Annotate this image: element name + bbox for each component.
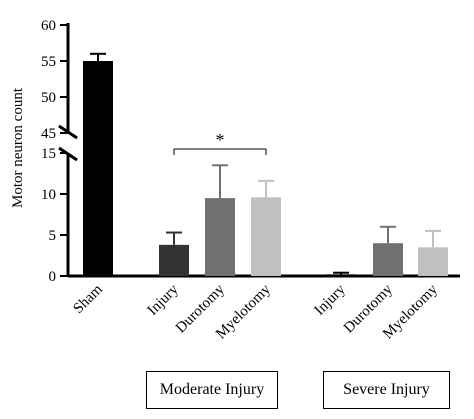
- significance-marker: *: [216, 130, 225, 150]
- y-tick-label: 0: [49, 269, 57, 285]
- bar: [418, 247, 448, 276]
- y-tick-label: 15: [41, 146, 56, 162]
- significance-bracket-line: [173, 148, 267, 155]
- x-tick-label: Injury: [145, 281, 183, 319]
- group-label-moderate-injury: Moderate Injury: [146, 371, 278, 409]
- y-tick-label: 50: [41, 90, 56, 106]
- bar: [83, 61, 113, 276]
- bar: [326, 274, 356, 276]
- y-tick-label: 45: [41, 126, 56, 142]
- y-tick-label: 5: [49, 228, 57, 244]
- x-tick-label: Injury: [312, 281, 350, 319]
- y-tick-label: 60: [41, 18, 56, 34]
- y-axis-label: Motor neuron count: [10, 87, 26, 208]
- bar: [373, 243, 403, 276]
- y-tick-label: 55: [41, 54, 56, 70]
- group-label-severe-injury: Severe Injury: [323, 371, 450, 409]
- bars: [83, 52, 448, 276]
- bar: [159, 244, 189, 276]
- x-tick-label: Sham: [70, 281, 106, 317]
- y-tick-labels: 0 5 10 15 45 50 55 60: [41, 18, 56, 285]
- y-tick-label: 10: [41, 187, 56, 203]
- bar: [205, 198, 235, 276]
- bar: [251, 197, 281, 276]
- significance-bracket: *: [173, 130, 267, 155]
